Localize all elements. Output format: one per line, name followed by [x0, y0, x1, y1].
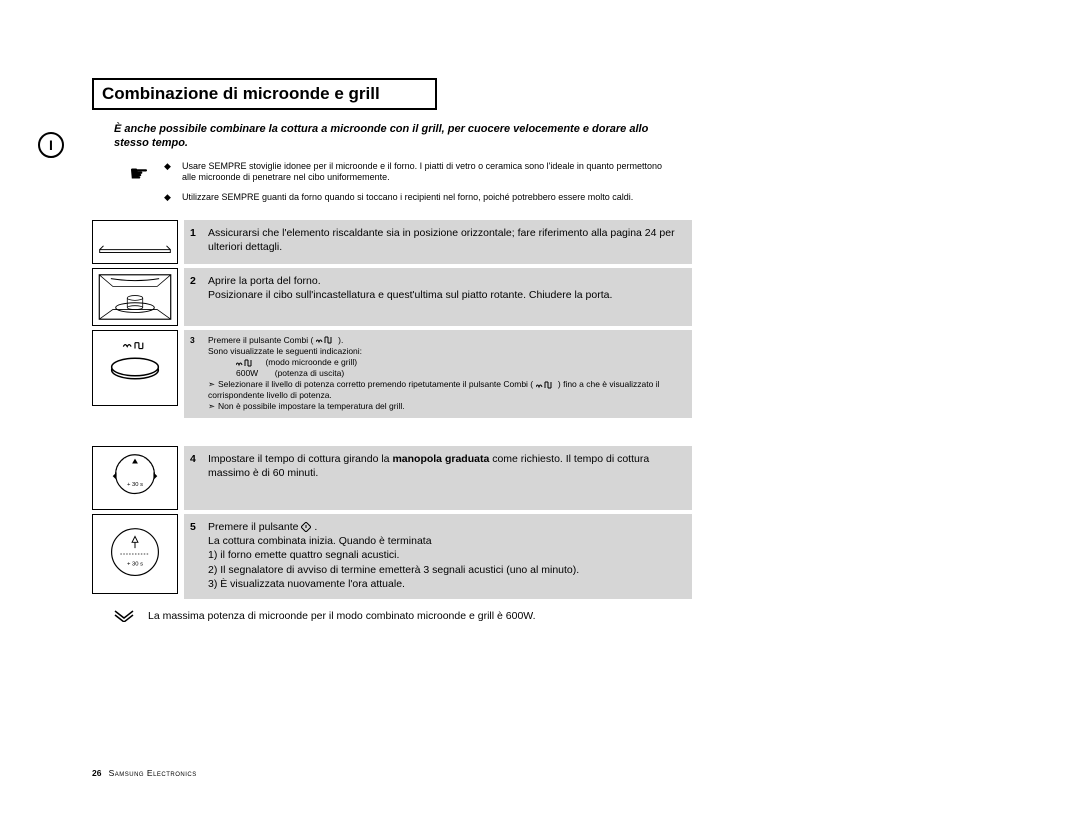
language-badge: I	[38, 132, 64, 158]
step-number: 2	[190, 274, 208, 318]
page-footer: 26 Samsung Electronics	[92, 768, 197, 778]
brand-name: Samsung Electronics	[109, 768, 197, 778]
step-number: 3	[190, 335, 208, 412]
pointing-hand-icon: ☛	[114, 161, 164, 212]
diamond-icon: ◆	[164, 161, 182, 184]
step-row: 1 Assicurarsi che l'elemento riscaldante…	[92, 220, 692, 264]
section-title: Combinazione di microonde e grill	[102, 84, 427, 104]
step-text: Premere il pulsante Combi ( ). Sono visu…	[208, 335, 682, 412]
svg-text:+ 30 s: + 30 s	[127, 562, 143, 568]
step-illustration	[92, 330, 178, 406]
step-illustration: + 30 s	[92, 446, 178, 510]
step-text: Premere il pulsante . La cottura combina…	[208, 520, 682, 591]
combi-icon	[236, 359, 256, 367]
steps-list: 1 Assicurarsi che l'elemento riscaldante…	[92, 220, 692, 599]
note-text: Utilizzare SEMPRE guanti da forno quando…	[182, 192, 633, 204]
combi-icon	[536, 381, 556, 389]
notes: ☛ ◆ Usare SEMPRE stoviglie idonee per il…	[114, 161, 674, 212]
section-title-box: Combinazione di microonde e grill	[92, 78, 437, 110]
svg-text:+ 30 s: + 30 s	[127, 482, 143, 488]
triangle-icon: ➣	[208, 379, 218, 390]
chevron-icon	[114, 609, 148, 627]
note-bullet: ◆ Usare SEMPRE stoviglie idonee per il m…	[164, 161, 674, 184]
manual-page: I Combinazione di microonde e grill È an…	[92, 78, 692, 627]
footnote-text: La massima potenza di microonde per il m…	[148, 609, 536, 627]
combi-icon	[316, 336, 336, 344]
note-bullet: ◆ Utilizzare SEMPRE guanti da forno quan…	[164, 192, 674, 204]
intro-paragraph: È anche possibile combinare la cottura a…	[114, 122, 674, 151]
step-illustration	[92, 220, 178, 264]
step-row: + 30 s 4 Impostare il tempo di cottura g…	[92, 446, 692, 510]
step-number: 5	[190, 520, 208, 591]
triangle-icon: ➣	[208, 401, 218, 412]
step-text: Aprire la porta del forno. Posizionare i…	[208, 274, 682, 318]
step-illustration	[92, 268, 178, 326]
step-row: + 30 s 5 Premere il pulsante . La cottur…	[92, 514, 692, 599]
note-text: Usare SEMPRE stoviglie idonee per il mic…	[182, 161, 664, 184]
step-row: 3 Premere il pulsante Combi ( ). Sono vi…	[92, 330, 692, 418]
step-illustration: + 30 s	[92, 514, 178, 594]
diamond-icon: ◆	[164, 192, 182, 204]
step-row: 2 Aprire la porta del forno. Posizionare…	[92, 268, 692, 326]
footnote: La massima potenza di microonde per il m…	[114, 609, 692, 627]
step-number: 1	[190, 226, 208, 256]
step-text: Assicurarsi che l'elemento riscaldante s…	[208, 226, 682, 256]
start-icon	[301, 522, 311, 532]
step-number: 4	[190, 452, 208, 502]
step-text: Impostare il tempo di cottura girando la…	[208, 452, 682, 502]
page-number: 26	[92, 768, 101, 778]
